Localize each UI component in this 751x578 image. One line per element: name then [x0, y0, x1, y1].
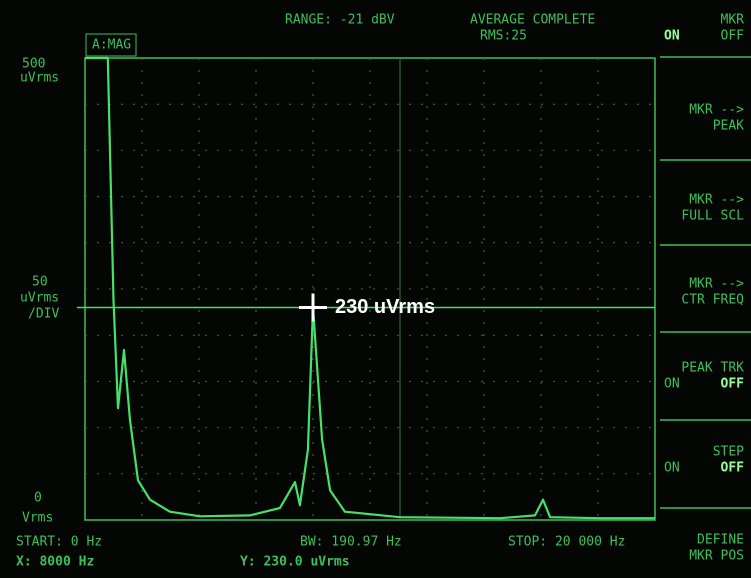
softkey-line: MKR POS [689, 549, 744, 564]
softkey-line: DEFINE [697, 533, 744, 548]
softkey-line: FULL SCL [681, 209, 744, 224]
x-readout: X: 8000 Hz [16, 555, 94, 570]
y-top-label: 500 [22, 57, 45, 72]
softkey-line: PEAK TRK [681, 361, 744, 376]
softkey-line: MKR --> [689, 277, 744, 292]
y-scale-unit: uVrms [20, 291, 59, 306]
range-label: RANGE: -21 dBV [285, 13, 395, 28]
softkey-line: MKR --> [689, 103, 744, 118]
softkey-line: MKR [721, 13, 745, 28]
y-scale-div: /DIV [28, 307, 59, 322]
softkey-line: PEAK [713, 119, 744, 134]
status-label: AVERAGE COMPLETE [470, 13, 595, 28]
trace-label: A:MAG [92, 38, 131, 53]
start-label: START: 0 Hz [16, 535, 102, 550]
analyzer-screen: A:MAG RANGE: -21 dBV AVERAGE COMPLETE RM… [0, 0, 751, 578]
stop-label: STOP: 20 000 Hz [508, 535, 625, 550]
softkey-line: STEP [713, 445, 744, 460]
softkey-off[interactable]: OFF [721, 461, 745, 476]
softkey-line: MKR --> [689, 193, 744, 208]
y-readout: Y: 230.0 uVrms [240, 555, 350, 570]
y-top-unit: uVrms [20, 71, 59, 86]
softkey-on[interactable]: ON [664, 29, 680, 44]
softkey-line: CTR FREQ [681, 293, 744, 308]
softkey-off[interactable]: OFF [721, 377, 745, 392]
marker-label: 230 uVrms [335, 296, 435, 318]
bw-label: BW: 190.97 Hz [300, 535, 402, 550]
rms-label: RMS:25 [480, 29, 527, 44]
y-scale: 50 [32, 275, 48, 290]
softkey-on[interactable]: ON [664, 377, 680, 392]
y-bottom-label: 0 [34, 491, 42, 506]
y-bottom-unit: Vrms [22, 511, 53, 526]
softkey-off[interactable]: OFF [721, 29, 745, 44]
softkey-on[interactable]: ON [664, 461, 680, 476]
